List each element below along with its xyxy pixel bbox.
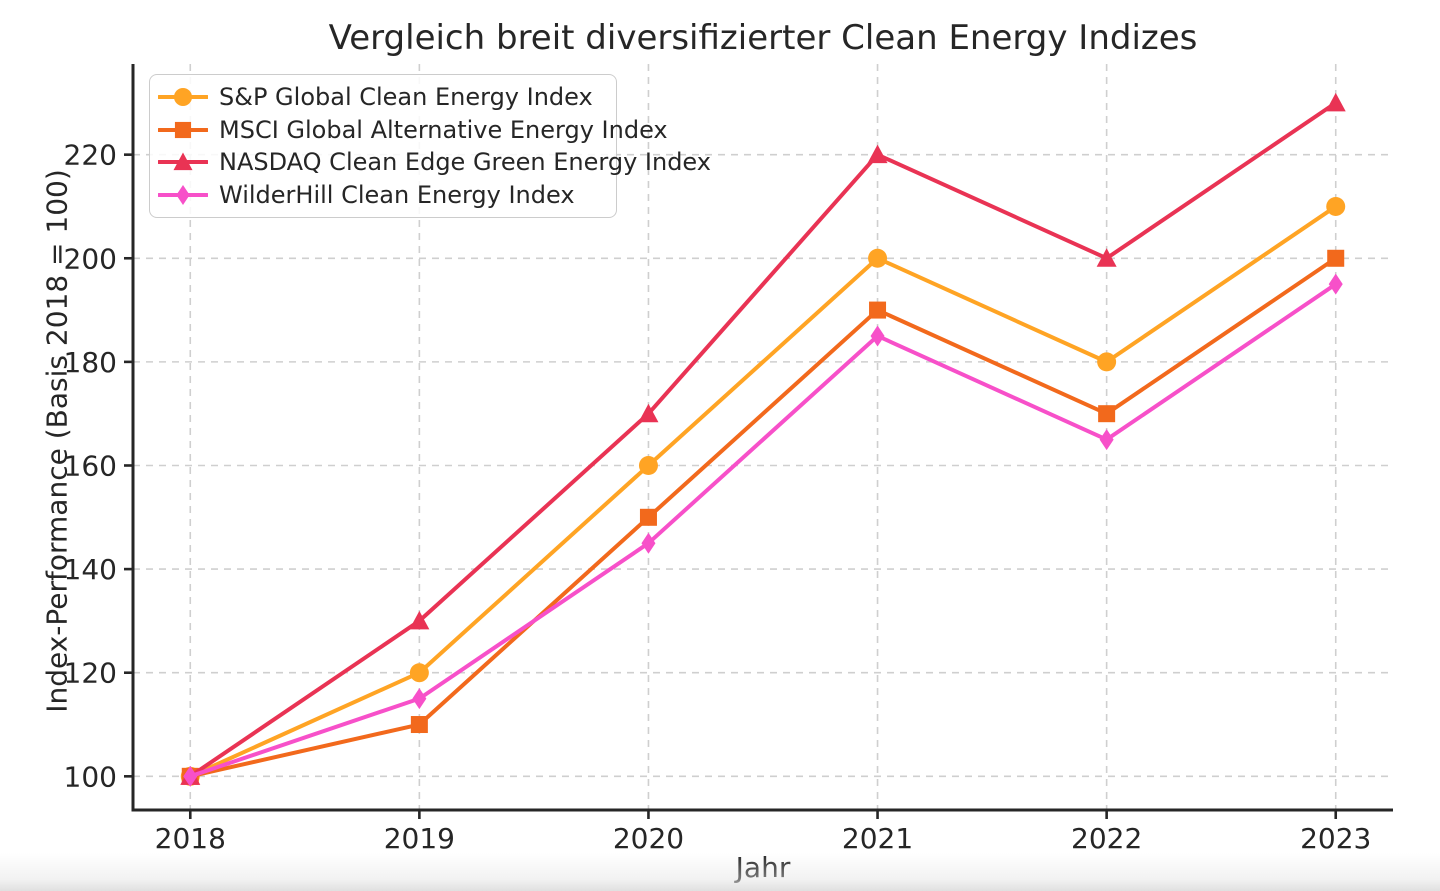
- marker-triangle: [638, 403, 659, 423]
- marker-square: [639, 508, 657, 526]
- x-tick-label: 2018: [155, 822, 226, 855]
- y-tick-label: 180: [64, 346, 117, 379]
- marker-triangle: [1096, 248, 1117, 267]
- marker-triangle: [867, 144, 888, 164]
- series-line: [188, 100, 1338, 779]
- legend-item-msci: MSCI Global Alternative Energy Index: [158, 114, 668, 147]
- legend-marker-triangle-icon: [158, 152, 208, 171]
- y-axis-label: Index-Performance (Basis 2018 = 100): [40, 169, 74, 713]
- series-line: [188, 204, 1338, 779]
- y-tick-label: 200: [64, 242, 117, 275]
- legend-label: NASDAQ Clean Edge Green Energy Index: [219, 148, 711, 177]
- marker-triangle: [409, 610, 430, 630]
- marker-diamond: [1099, 429, 1114, 451]
- legend-item-wilderhill: WilderHill Clean Energy Index: [158, 179, 602, 212]
- y-tick-label: 140: [64, 553, 117, 586]
- marker-square: [410, 716, 428, 734]
- series-line: [188, 282, 1338, 779]
- x-tick-label: 2023: [1300, 822, 1371, 855]
- x-tick-label: 2021: [842, 822, 913, 855]
- x-tick-label: 2020: [613, 822, 684, 855]
- series-1: [181, 249, 1345, 785]
- marker-diamond: [412, 688, 427, 710]
- legend-item-nasdaq: NASDAQ Clean Edge Green Energy Index: [158, 146, 711, 179]
- marker-diamond: [176, 184, 190, 205]
- legend-label: MSCI Global Alternative Energy Index: [219, 115, 668, 144]
- marker-circle: [868, 248, 888, 268]
- marker-diamond: [1328, 273, 1343, 295]
- legend-marker-diamond-icon: [158, 184, 208, 205]
- marker-diamond: [641, 532, 656, 554]
- marker-square: [869, 301, 887, 319]
- marker-circle: [1326, 196, 1346, 216]
- legend-marker-circle-icon: [158, 88, 208, 107]
- marker-circle: [409, 663, 429, 683]
- marker-diamond: [183, 765, 198, 787]
- chart-title: Vergleich breit diversifizierter Clean E…: [328, 18, 1198, 58]
- marker-triangle: [173, 152, 193, 171]
- series-3: [183, 273, 1343, 787]
- x-tick-label: 2019: [384, 822, 455, 855]
- series-line: [188, 256, 1338, 779]
- legend-label: WilderHill Clean Energy Index: [219, 180, 575, 209]
- axes-spines: [131, 64, 1393, 812]
- legend-marker-square-icon: [158, 121, 208, 138]
- tick-marks-and-labels: 100 120 140 160 180 200 220 2018 2019 2020 2021 202…: [64, 139, 1372, 855]
- series-2: [180, 92, 1346, 785]
- marker-circle: [1097, 352, 1117, 372]
- y-tick-label: 160: [64, 449, 117, 482]
- marker-circle: [638, 455, 658, 475]
- y-tick-label: 120: [64, 657, 117, 690]
- marker-triangle: [1325, 92, 1346, 112]
- legend-label: S&P Global Clean Energy Index: [219, 83, 593, 112]
- marker-square: [1098, 405, 1116, 423]
- x-tick-label: 2022: [1071, 822, 1142, 855]
- y-tick-label: 100: [64, 760, 117, 793]
- legend: S&P Global Clean Energy Index MSCI Globa…: [149, 74, 711, 218]
- legend-item-sp-global: S&P Global Clean Energy Index: [158, 81, 602, 114]
- marker-diamond: [870, 325, 885, 347]
- x-axis-label: Jahr: [735, 851, 791, 884]
- marker-square: [174, 121, 192, 138]
- y-tick-label: 220: [64, 139, 117, 172]
- marker-square: [1327, 249, 1345, 267]
- marker-circle: [173, 88, 193, 107]
